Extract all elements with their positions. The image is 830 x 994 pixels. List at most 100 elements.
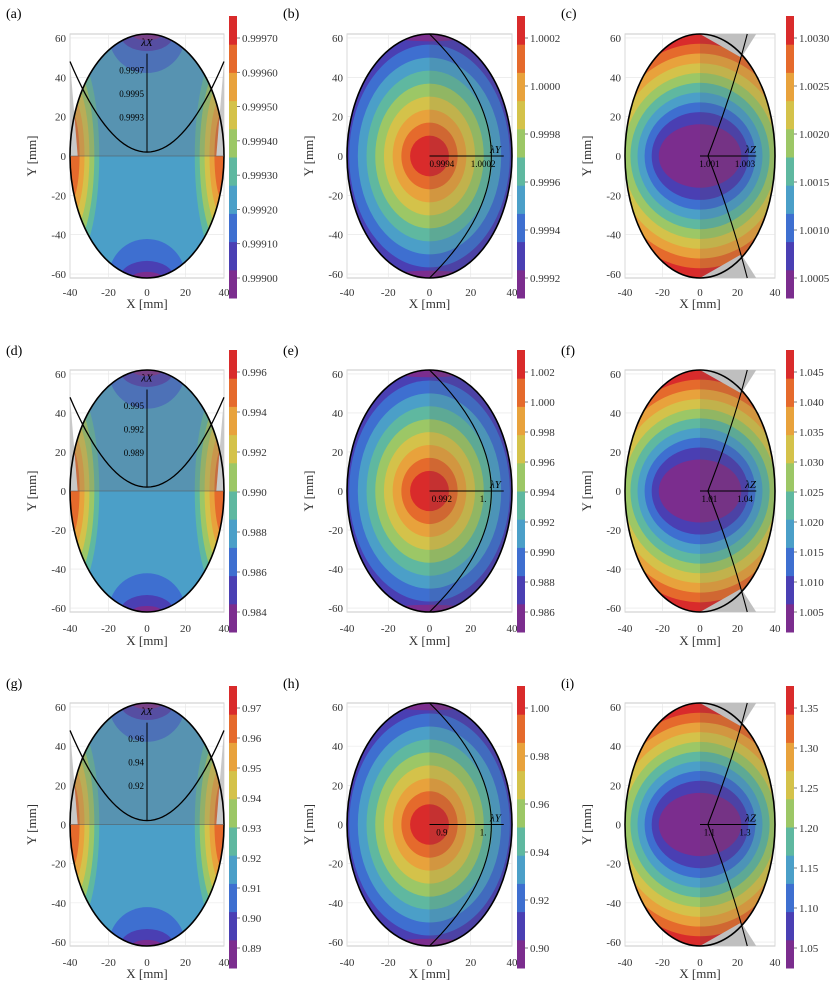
x-tick-label: 20: [732, 957, 744, 969]
colorbar-segment: [786, 350, 794, 379]
x-tick-label: 20: [465, 623, 477, 635]
colorbar-segment: [786, 603, 794, 633]
colorbar-segment: [229, 157, 237, 186]
colorbar-segment: [229, 547, 237, 577]
colorbar-segment: [786, 827, 794, 856]
y-tick-label: 60: [332, 33, 344, 45]
y-axis-label: Y [mm]: [579, 470, 594, 511]
y-tick-label: 60: [55, 369, 67, 381]
colorbar-tick-label: 0.90: [530, 943, 550, 955]
ellipse-outline: [624, 369, 776, 613]
colorbar-segment: [229, 44, 237, 73]
colorbar-segment: [517, 213, 525, 243]
colorbar-segment: [517, 742, 525, 772]
colorbar-tick-label: 1.0015: [799, 177, 830, 189]
colorbar-segment: [786, 714, 794, 743]
contour-band: [131, 605, 163, 612]
colorbar-segment: [786, 100, 794, 130]
y-tick-label: 0: [616, 486, 622, 498]
colorbar-tick-label: 0.9994: [530, 225, 561, 237]
x-tick-label: -40: [63, 623, 78, 635]
colorbar-segment: [517, 939, 525, 969]
contour-band: [120, 703, 174, 721]
contour-band: [108, 703, 186, 742]
colorbar-tick-label: 1.002: [530, 367, 555, 379]
y-tick-label: -40: [51, 898, 66, 910]
lambda-label: λY: [489, 479, 503, 491]
y-tick-label: -60: [328, 937, 343, 949]
colorbar-tick-label: 0.99950: [242, 102, 278, 114]
contour-band: [120, 370, 174, 387]
contour-band: [131, 703, 163, 710]
lambda-label: λX: [140, 373, 154, 385]
colorbar-segment: [517, 911, 525, 941]
x-tick-label: -20: [655, 957, 670, 969]
colorbar-segment: [229, 241, 237, 271]
contour-annotation: 1.3: [739, 828, 751, 838]
lambda-label: λX: [140, 706, 154, 718]
contour-band: [209, 429, 224, 553]
colorbar-segment: [229, 714, 237, 743]
x-tick-label: -20: [101, 957, 116, 969]
colorbar-segment: [786, 269, 794, 299]
y-tick-label: 0: [61, 151, 67, 163]
x-tick-label: -20: [101, 623, 116, 635]
colorbar-segment: [786, 770, 794, 800]
colorbar-tick-label: 0.98: [530, 751, 550, 763]
colorbar-tick-label: 1.0020: [799, 129, 830, 141]
colorbar-segment: [786, 72, 794, 102]
panel-f: 1.01 1.04 λZ -40 -20 0 20 40 -60 -40 -20 0 20 40 60 X […: [561, 344, 824, 648]
y-tick-label: -40: [328, 898, 343, 910]
colorbar-tick-label: 0.99970: [242, 33, 278, 45]
contour-annotation: 0.94: [128, 758, 144, 768]
colorbar-tick-label: 0.97: [242, 703, 262, 715]
y-tick-label: 0: [61, 820, 67, 832]
x-axis-label: X [mm]: [679, 633, 721, 648]
x-tick-label: 0: [697, 957, 703, 969]
colorbar-segment: [517, 72, 525, 102]
panel-label: (i): [561, 677, 575, 692]
colorbar-segment: [229, 72, 237, 102]
colorbar-tick-label: 0.99900: [242, 273, 278, 285]
x-tick-label: -20: [101, 287, 116, 299]
colorbar-segment: [786, 547, 794, 577]
colorbar-tick-label: 0.94: [530, 847, 550, 859]
x-axis-label: X [mm]: [126, 296, 168, 311]
colorbar-segment: [517, 128, 525, 158]
colorbar-segment: [229, 855, 237, 884]
colorbar-segment: [786, 157, 794, 186]
y-tick-label: 0: [338, 486, 344, 498]
x-tick-label: -20: [381, 957, 396, 969]
panel-label: (e): [283, 344, 299, 359]
ellipse-outline: [624, 702, 776, 947]
colorbar-segment: [786, 883, 794, 913]
x-axis-label: X [mm]: [409, 633, 451, 648]
colorbar-segment: [786, 434, 794, 464]
y-tick-label: 60: [610, 702, 622, 714]
y-tick-label: -20: [328, 525, 343, 537]
x-tick-label: -20: [381, 287, 396, 299]
colorbar-segment: [786, 406, 794, 436]
y-tick-label: -40: [606, 564, 621, 576]
parabola-curve: [69, 730, 225, 822]
colorbar-tick-label: 0.992: [242, 447, 267, 459]
x-axis-label: X [mm]: [409, 296, 451, 311]
colorbar-tick-label: 0.990: [242, 487, 267, 499]
x-tick-label: -40: [618, 287, 633, 299]
y-tick-label: -40: [328, 564, 343, 576]
y-tick-label: -40: [51, 564, 66, 576]
colorbar-segment: [229, 603, 237, 633]
colorbar-tick-label: 0.96: [242, 733, 262, 745]
contour-annotation: 1.: [480, 494, 487, 504]
colorbar-tick-label: 1.0000: [530, 81, 561, 93]
y-tick-label: 40: [332, 741, 344, 753]
colorbar-segment: [517, 157, 525, 186]
lambda-label: λZ: [744, 144, 757, 156]
colorbar-tick-label: 0.986: [242, 567, 267, 579]
panel-label: (h): [283, 677, 300, 692]
x-tick-label: 20: [465, 287, 477, 299]
panel-c: 1.001 1.003 λZ -40 -20 0 20 40 -60 -40 -20 0 20 40 60 X…: [561, 7, 830, 311]
colorbar-segment: [517, 406, 525, 436]
panel-d: 0.995 0.992 0.989 λX -40 -20 0 20 40 -60 -40 -20 0 20…: [6, 344, 267, 648]
x-tick-label: 20: [180, 623, 192, 635]
